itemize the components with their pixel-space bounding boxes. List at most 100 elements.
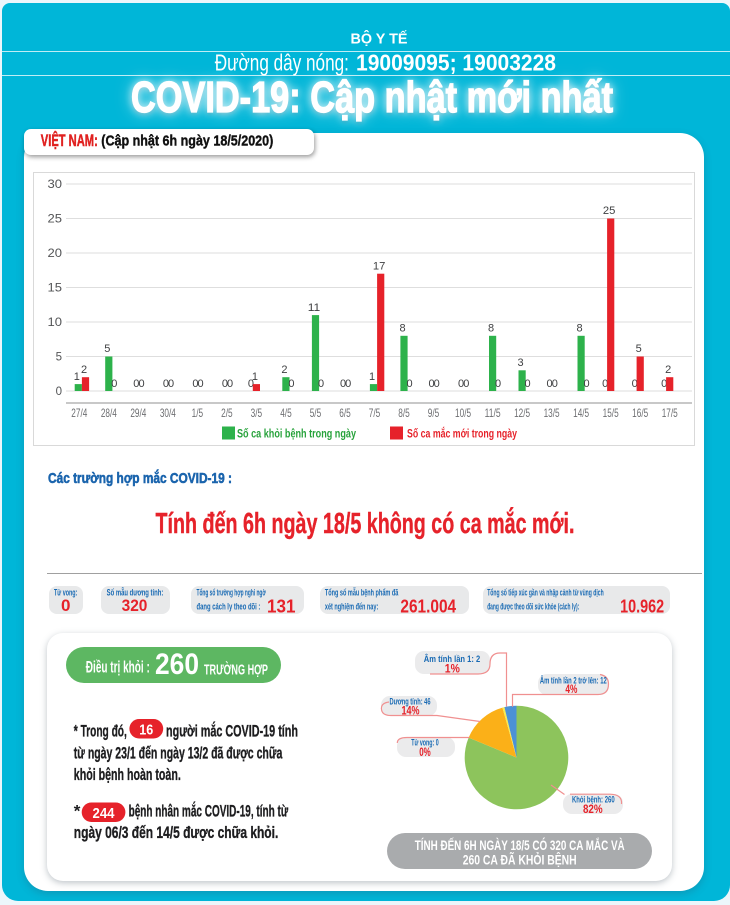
svg-text:17: 17 (373, 260, 386, 272)
svg-text:đang được theo dõi sức khỏe (c: đang được theo dõi sức khỏe (cách ly): (487, 601, 579, 612)
svg-text:3: 3 (518, 357, 524, 369)
svg-text:Số mẫu dương tính:: Số mẫu dương tính: (107, 588, 164, 599)
svg-text:30/4: 30/4 (160, 406, 176, 420)
svg-text:0: 0 (525, 378, 531, 390)
svg-text:10.962: 10.962 (620, 596, 664, 617)
svg-text:1: 1 (74, 371, 80, 383)
svg-text:82%: 82% (583, 804, 603, 816)
svg-text:9/5: 9/5 (428, 406, 440, 420)
svg-text:Tổng số mẫu bệnh phẩm đã: Tổng số mẫu bệnh phẩm đã (325, 587, 399, 598)
svg-text:15: 15 (48, 283, 63, 295)
svg-text:2: 2 (281, 364, 287, 376)
svg-text:Tử vong:: Tử vong: (54, 588, 77, 598)
svg-text:0: 0 (547, 378, 553, 390)
svg-text:244: 244 (93, 805, 116, 822)
svg-text:0: 0 (168, 378, 174, 390)
svg-text:0: 0 (345, 378, 351, 390)
svg-text:14/5: 14/5 (573, 406, 589, 420)
svg-text:0: 0 (406, 378, 412, 390)
svg-text:(Cập nhật 6h ngày 18/5/2020): (Cập nhật 6h ngày 18/5/2020) (101, 133, 273, 150)
svg-text:Điều trị khỏi :: Điều trị khỏi : (86, 659, 150, 677)
svg-text:1/5: 1/5 (192, 406, 204, 420)
svg-text:5: 5 (636, 343, 642, 355)
svg-text:0: 0 (248, 378, 254, 390)
svg-text:5/5: 5/5 (310, 406, 322, 420)
svg-text:8: 8 (399, 323, 405, 335)
svg-text:Dương tính: 46: Dương tính: 46 (390, 696, 431, 706)
svg-text:27/4: 27/4 (71, 406, 87, 420)
svg-text:17/5: 17/5 (662, 406, 678, 420)
svg-text:Các trường hợp mắc COVID-19 :: Các trường hợp mắc COVID-19 : (48, 469, 232, 487)
svg-text:0: 0 (318, 378, 324, 390)
svg-text:260: 260 (155, 648, 199, 681)
svg-text:Số ca mắc mới trong ngày: Số ca mắc mới trong ngày (407, 426, 517, 441)
svg-text:0: 0 (584, 378, 590, 390)
svg-text:8: 8 (488, 323, 494, 335)
svg-text:Tổng số tiếp xúc gần và nhập c: Tổng số tiếp xúc gần và nhập cảnh từ vùn… (487, 587, 604, 598)
svg-text:2: 2 (665, 364, 671, 376)
svg-text:2: 2 (81, 364, 87, 376)
svg-text:BỘ Y TẾ: BỘ Y TẾ (351, 30, 408, 48)
svg-text:0: 0 (133, 378, 139, 390)
svg-text:0: 0 (463, 378, 469, 390)
svg-text:0: 0 (428, 378, 434, 390)
svg-text:0: 0 (288, 378, 294, 390)
svg-text:khỏi bệnh hoàn toàn.: khỏi bệnh hoàn toàn. (74, 765, 181, 784)
svg-text:16: 16 (139, 722, 153, 739)
svg-text:Đường dây nóng: 19009095; 1900: Đường dây nóng: 19009095; 19003228 (215, 50, 556, 76)
svg-text:4/5: 4/5 (280, 406, 292, 420)
svg-text:131: 131 (267, 596, 296, 617)
svg-text:25: 25 (48, 214, 63, 226)
svg-text:xét nghiệm đến nay:: xét nghiệm đến nay: (325, 601, 378, 612)
svg-text:0: 0 (495, 378, 501, 390)
svg-text:0%: 0% (419, 747, 431, 759)
svg-text:20: 20 (48, 248, 63, 260)
svg-text:0: 0 (222, 378, 228, 390)
svg-text:0: 0 (163, 378, 169, 390)
svg-text:0: 0 (138, 378, 144, 390)
svg-text:28/4: 28/4 (101, 406, 117, 420)
svg-text:16/5: 16/5 (632, 406, 648, 420)
svg-text:260 CA ĐÃ KHỎI BỆNH: 260 CA ĐÃ KHỎI BỆNH (463, 853, 577, 868)
svg-text:0: 0 (198, 378, 204, 390)
svg-text:0: 0 (632, 378, 638, 390)
svg-text:3/5: 3/5 (251, 406, 263, 420)
svg-text:Tính đến 6h ngày 18/5 không có: Tính đến 6h ngày 18/5 không có ca mắc mớ… (156, 506, 575, 540)
svg-text:11/5: 11/5 (485, 406, 501, 420)
svg-text:1: 1 (252, 371, 258, 383)
svg-text:0: 0 (56, 386, 62, 398)
svg-text:bệnh nhân mắc COVID-19, tính: bệnh nhân mắc COVID-19, tính từ (129, 801, 289, 820)
svg-text:30: 30 (48, 179, 63, 191)
svg-text:5: 5 (104, 343, 110, 355)
svg-text:6/5: 6/5 (339, 406, 351, 420)
svg-text:13/5: 13/5 (544, 406, 560, 420)
svg-text:ngày 06/3 đến 14/5 được chữa k: ngày 06/3 đến 14/5 được chữa khỏi. (74, 823, 278, 842)
svg-text:5: 5 (56, 352, 62, 364)
svg-text:0: 0 (111, 378, 117, 390)
svg-text:29/4: 29/4 (130, 406, 146, 420)
svg-text:từ ngày 23/1 đến ngày 13/2 đã: từ ngày 23/1 đến ngày 13/2 đã được chữa (74, 743, 283, 762)
svg-text:15/5: 15/5 (603, 406, 619, 420)
svg-text:Tổng số trường hợp nghi ngờ: Tổng số trường hợp nghi ngờ (197, 587, 266, 598)
svg-text:0: 0 (434, 378, 440, 390)
svg-text:Số ca khỏi bệnh trong ngày: Số ca khỏi bệnh trong ngày (237, 427, 356, 441)
svg-text:25: 25 (603, 205, 616, 217)
svg-text:0: 0 (61, 596, 70, 615)
svg-text:12/5: 12/5 (514, 406, 530, 420)
svg-text:TÍNH ĐẾN 6H NGÀY 18/5 CÓ 320 C: TÍNH ĐẾN 6H NGÀY 18/5 CÓ 320 CA MẮC VÀ (415, 838, 625, 853)
svg-text:10/5: 10/5 (455, 406, 471, 420)
svg-text:1%: 1% (445, 663, 460, 675)
svg-text:11: 11 (308, 302, 321, 314)
svg-text:8: 8 (577, 323, 583, 335)
svg-text:0: 0 (458, 378, 464, 390)
svg-text:TRƯỜNG HỢP: TRƯỜNG HỢP (204, 661, 268, 679)
svg-text:0: 0 (227, 378, 233, 390)
svg-text:Khỏi bệnh: 260: Khỏi bệnh: 260 (572, 795, 615, 805)
svg-text:VIỆT NAM:: VIỆT NAM: (41, 131, 98, 150)
svg-text:đang cách ly theo dõi :: đang cách ly theo dõi : (197, 601, 261, 612)
svg-text:* Trong đó,: * Trong đó, (74, 722, 127, 741)
svg-text:261.004: 261.004 (400, 596, 456, 617)
svg-text:0: 0 (661, 378, 667, 390)
svg-text:0: 0 (192, 378, 198, 390)
svg-text:0: 0 (602, 378, 608, 390)
